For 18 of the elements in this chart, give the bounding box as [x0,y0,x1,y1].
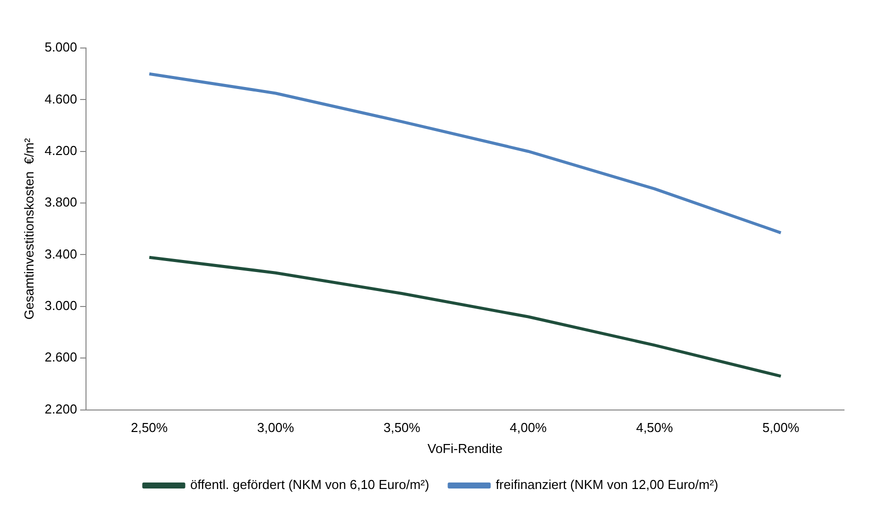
y-tick-label: 4.200 [44,142,78,158]
legend-label: öffentl. gefördert (NKM von 6,10 Euro/m²) [190,477,430,492]
x-tick-label: 3,00% [257,420,294,436]
y-axis-title: Gesamtinvestitionskosten €/m² [21,138,36,320]
y-tick-label: 2.600 [44,350,78,365]
x-axis-title: VoFi-Rendite [427,440,503,456]
x-tick-label: 4,00% [510,420,548,436]
x-tick-label: 4,50% [636,420,674,436]
y-tick-label: 4.600 [44,91,78,106]
y-tick-label: 3.800 [44,194,78,210]
y-tick-label: 3.000 [44,298,78,314]
y-tick-label: 3.400 [44,246,78,262]
y-tick-label: 5.000 [44,40,78,55]
y-tick-label: 2.200 [44,401,78,416]
legend-label: freifinanziert (NKM von 12,00 Euro/m²) [496,477,718,492]
x-tick-label: 3,50% [383,420,421,436]
x-tick-label: 5,00% [762,420,800,436]
x-tick-label: 2,50% [130,420,168,436]
